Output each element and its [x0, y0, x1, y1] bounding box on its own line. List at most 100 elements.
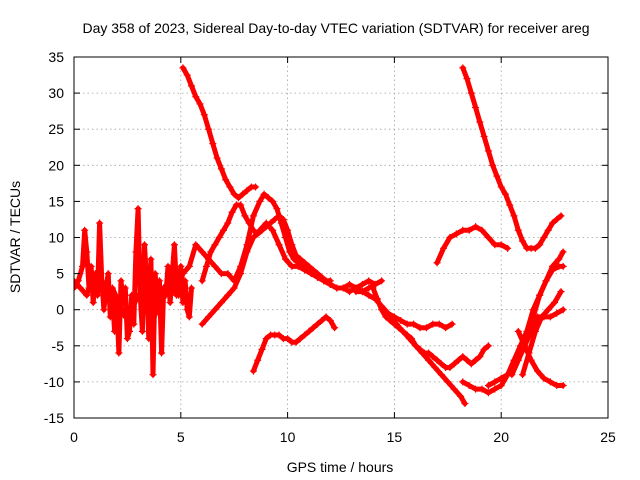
data-point	[305, 327, 313, 335]
data-point	[521, 342, 529, 350]
data-point	[166, 277, 174, 285]
data-point	[292, 252, 300, 260]
data-point	[472, 104, 480, 112]
data-point	[262, 219, 270, 227]
data-point	[333, 284, 341, 292]
data-point	[217, 270, 225, 278]
data-point	[346, 280, 354, 288]
data-point	[346, 288, 354, 296]
data-point	[322, 313, 330, 321]
y-tick-label: 5	[56, 266, 64, 282]
data-point	[314, 320, 322, 328]
data-point	[331, 324, 339, 332]
data-point	[506, 201, 514, 209]
data-point	[269, 226, 277, 234]
y-axis-label: SDTVAR / TECUs	[7, 181, 23, 293]
data-point	[386, 313, 394, 321]
data-point	[237, 201, 245, 209]
data-point	[309, 324, 317, 332]
data-point	[540, 374, 548, 382]
data-point	[147, 255, 155, 263]
axis-ticks: 0 5 10 15 20 25 -15 -10 -5 0 5 10 15 20 25 30 35	[44, 49, 616, 445]
data-point	[476, 118, 484, 126]
data-point	[559, 262, 567, 270]
data-point	[433, 259, 441, 267]
data-point	[459, 64, 467, 72]
data-point	[239, 190, 247, 198]
series-group	[74, 64, 567, 408]
data-point	[536, 291, 544, 299]
data-point	[484, 382, 492, 390]
data-point	[164, 262, 172, 270]
data-point	[83, 248, 91, 256]
data-point	[275, 331, 283, 339]
data-point	[243, 248, 251, 256]
data-point	[352, 288, 360, 296]
data-point	[284, 226, 292, 234]
data-point	[207, 248, 215, 256]
data-point	[81, 226, 89, 234]
data-point	[476, 353, 484, 361]
y-tick-label: 15	[48, 193, 64, 209]
data-point	[378, 277, 386, 285]
data-point	[288, 241, 296, 249]
data-point	[74, 284, 78, 292]
series-arc-9	[381, 307, 468, 407]
x-tick-label: 15	[387, 429, 403, 445]
data-point	[89, 298, 97, 306]
data-point	[205, 125, 213, 133]
data-point	[138, 327, 146, 335]
data-point	[301, 331, 309, 339]
data-point	[155, 277, 163, 285]
data-point	[102, 291, 110, 299]
data-point	[115, 349, 123, 357]
data-point	[465, 382, 473, 390]
data-point	[514, 356, 522, 364]
y-tick-label: -10	[44, 374, 64, 390]
data-point	[220, 226, 228, 234]
data-point	[241, 212, 249, 220]
data-point	[179, 64, 187, 72]
data-point	[514, 327, 522, 335]
data-point	[140, 298, 148, 306]
chart-title: Day 358 of 2023, Sidereal Day-to-day VTE…	[82, 20, 589, 36]
data-point	[121, 284, 129, 292]
data-point	[465, 226, 473, 234]
data-point	[115, 298, 123, 306]
data-point	[140, 241, 148, 249]
data-point	[412, 342, 420, 350]
data-point	[452, 230, 460, 238]
data-point	[472, 356, 480, 364]
data-point	[531, 244, 539, 252]
data-point	[472, 385, 480, 393]
data-point	[433, 356, 441, 364]
data-point	[151, 270, 159, 278]
data-point	[264, 194, 272, 202]
x-tick-label: 25	[600, 429, 616, 445]
data-point	[437, 360, 445, 368]
data-point	[198, 248, 206, 256]
data-point	[497, 241, 505, 249]
data-point	[544, 226, 552, 234]
y-tick-label: -5	[52, 338, 65, 354]
data-point	[230, 190, 238, 198]
data-point	[130, 320, 138, 328]
data-point	[491, 241, 499, 249]
data-point	[553, 382, 561, 390]
data-point	[429, 353, 437, 361]
data-point	[145, 335, 153, 343]
data-point	[534, 367, 542, 375]
data-point	[457, 392, 465, 400]
data-point	[243, 187, 251, 195]
data-point	[559, 248, 567, 256]
data-point	[365, 291, 373, 299]
data-point	[211, 241, 219, 249]
data-point	[339, 284, 347, 292]
series-arc-8	[353, 289, 455, 331]
data-point	[168, 270, 176, 278]
data-point	[544, 306, 552, 314]
data-point	[74, 277, 78, 285]
data-point	[158, 349, 166, 357]
data-point	[76, 284, 84, 292]
data-point	[314, 273, 322, 281]
